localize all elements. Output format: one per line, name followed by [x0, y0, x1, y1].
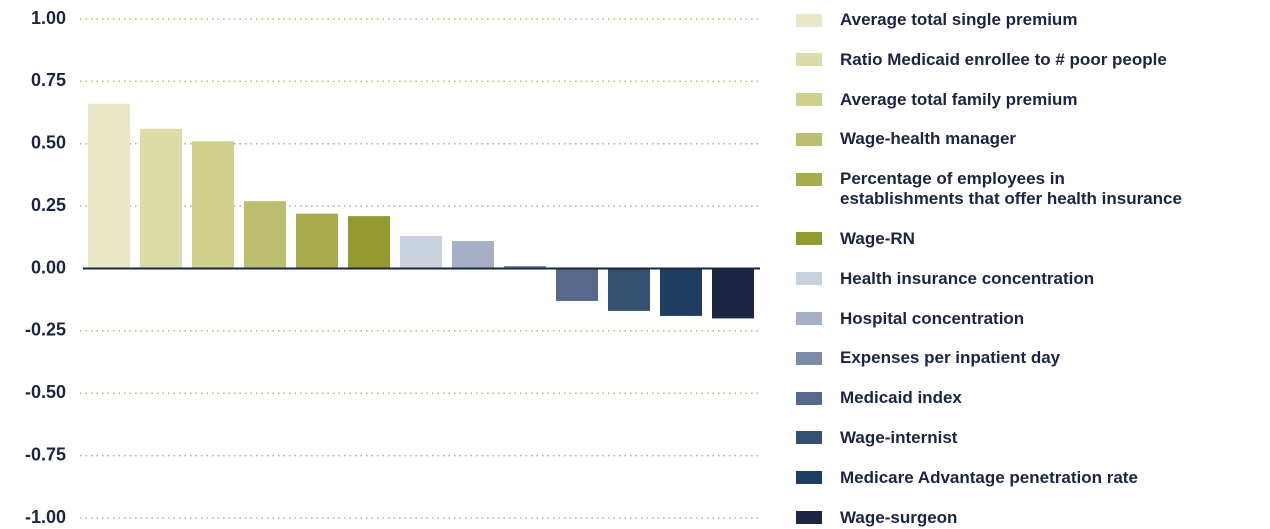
legend-label: Medicare Advantage penetration rate [840, 467, 1138, 487]
y-tick-label: -0.50 [25, 382, 66, 402]
legend-swatch [796, 511, 822, 525]
y-tick-label: 0.00 [31, 257, 66, 277]
legend-label: Wage-health manager [840, 129, 1017, 149]
legend-label: Percentage of employees in establishment… [840, 169, 1182, 209]
legend-item: Wage-surgeon [796, 508, 1182, 528]
legend-item: Average total single premium [796, 10, 1182, 30]
legend-swatch [796, 272, 822, 286]
y-tick-label: -0.75 [25, 444, 66, 464]
legend-item: Medicaid index [796, 388, 1182, 408]
legend-item: Wage-health manager [796, 129, 1182, 149]
bar [452, 241, 494, 269]
y-tick-label: 0.25 [31, 195, 66, 215]
bar [504, 266, 546, 269]
y-tick-label: -1.00 [25, 507, 66, 527]
legend-label: Average total single premium [840, 10, 1078, 29]
legend-swatch [796, 93, 822, 107]
legend-item: Percentage of employees in establishment… [796, 169, 1182, 209]
bar [712, 268, 754, 319]
legend-swatch [796, 53, 822, 67]
bar [608, 268, 650, 311]
legend-swatch [796, 312, 822, 326]
legend-swatch [796, 172, 822, 186]
legend-swatch [796, 132, 822, 146]
y-tick-label: 0.50 [31, 133, 66, 153]
legend-label: Hospital concentration [840, 308, 1025, 328]
legend-swatch [796, 471, 822, 485]
legend-item: Average total family premium [796, 90, 1182, 110]
bar [244, 201, 286, 269]
legend-label: Wage-surgeon [840, 507, 958, 527]
y-tick-label: -0.25 [25, 320, 66, 340]
legend-item: Hospital concentration [796, 309, 1182, 329]
legend-item: Wage-internist [796, 428, 1182, 448]
legend-swatch [796, 232, 822, 246]
y-tick-label: 1.00 [31, 8, 66, 28]
legend-label: Average total family premium [840, 89, 1078, 109]
legend: Average total single premium Ratio Medica… [796, 10, 1182, 528]
legend-swatch [796, 391, 822, 405]
bar [556, 268, 598, 301]
legend-item: Expenses per inpatient day [796, 348, 1182, 368]
legend-item: Medicare Advantage penetration rate [796, 468, 1182, 488]
legend-swatch [796, 13, 822, 27]
legend-label: Ratio Medicaid enrollee to # poor people [840, 49, 1167, 69]
legend-swatch [796, 431, 822, 445]
bar [192, 141, 234, 269]
legend-item: Health insurance concentration [796, 269, 1182, 289]
legend-label: Health insurance concentration [840, 268, 1095, 288]
legend-item: Wage-RN [796, 229, 1182, 249]
legend-label: Wage-RN [840, 228, 915, 248]
bar [140, 128, 182, 269]
bar [348, 216, 390, 269]
bar [88, 103, 130, 269]
bar [296, 213, 338, 269]
legend-swatch [796, 351, 822, 365]
chart: 1.00 0.75 0.50 0.25 0.00 -0.25 -0.50 -0.75 -1.00 [25, 8, 760, 527]
bar [660, 268, 702, 316]
legend-label: Wage-internist [840, 427, 958, 447]
legend-item: Ratio Medicaid enrollee to # poor people [796, 50, 1182, 70]
bar [400, 236, 442, 269]
legend-label: Medicaid index [840, 388, 962, 408]
legend-label: Expenses per inpatient day [840, 348, 1061, 368]
y-tick-label: 0.75 [31, 70, 66, 90]
